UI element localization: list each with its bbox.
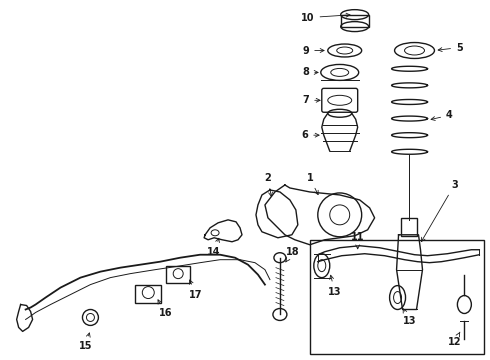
Text: 9: 9	[302, 45, 324, 55]
Text: 17: 17	[190, 280, 203, 300]
Bar	[341, 15, 368, 27]
Text: 7: 7	[302, 95, 320, 105]
Text: 13: 13	[328, 275, 342, 297]
Text: 3: 3	[421, 180, 458, 242]
Text: 12: 12	[448, 332, 461, 347]
Text: 4: 4	[431, 110, 453, 121]
Bar	[310, 240, 484, 354]
Text: 5: 5	[438, 42, 463, 53]
Text: 1: 1	[306, 173, 318, 195]
Text: 14: 14	[207, 238, 221, 257]
Text: 10: 10	[301, 13, 350, 23]
Text: 6: 6	[301, 130, 319, 140]
Text: 13: 13	[403, 309, 416, 327]
Bar	[400, 218, 416, 236]
Text: 18: 18	[286, 247, 300, 262]
Text: 8: 8	[302, 67, 318, 77]
Text: 11: 11	[351, 232, 365, 249]
Text: 2: 2	[265, 173, 272, 196]
Text: 15: 15	[79, 333, 92, 351]
Text: 16: 16	[158, 300, 172, 319]
